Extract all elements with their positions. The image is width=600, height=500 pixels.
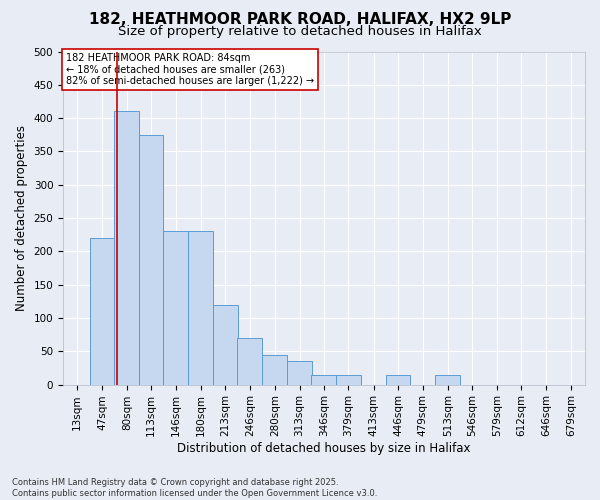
X-axis label: Distribution of detached houses by size in Halifax: Distribution of detached houses by size … [177, 442, 471, 455]
Text: 182 HEATHMOOR PARK ROAD: 84sqm
← 18% of detached houses are smaller (263)
82% of: 182 HEATHMOOR PARK ROAD: 84sqm ← 18% of … [65, 53, 314, 86]
Bar [163, 232, 188, 384]
Bar [311, 374, 336, 384]
Bar [237, 338, 262, 384]
Bar [386, 374, 410, 384]
Bar [336, 374, 361, 384]
Bar [287, 362, 312, 384]
Bar [188, 232, 213, 384]
Bar [262, 354, 287, 384]
Bar [435, 374, 460, 384]
Bar [90, 238, 115, 384]
Text: Contains HM Land Registry data © Crown copyright and database right 2025.
Contai: Contains HM Land Registry data © Crown c… [12, 478, 377, 498]
Bar [213, 304, 238, 384]
Y-axis label: Number of detached properties: Number of detached properties [15, 125, 28, 311]
Text: 182, HEATHMOOR PARK ROAD, HALIFAX, HX2 9LP: 182, HEATHMOOR PARK ROAD, HALIFAX, HX2 9… [89, 12, 511, 28]
Bar [114, 112, 139, 384]
Text: Size of property relative to detached houses in Halifax: Size of property relative to detached ho… [118, 25, 482, 38]
Bar [139, 135, 163, 384]
